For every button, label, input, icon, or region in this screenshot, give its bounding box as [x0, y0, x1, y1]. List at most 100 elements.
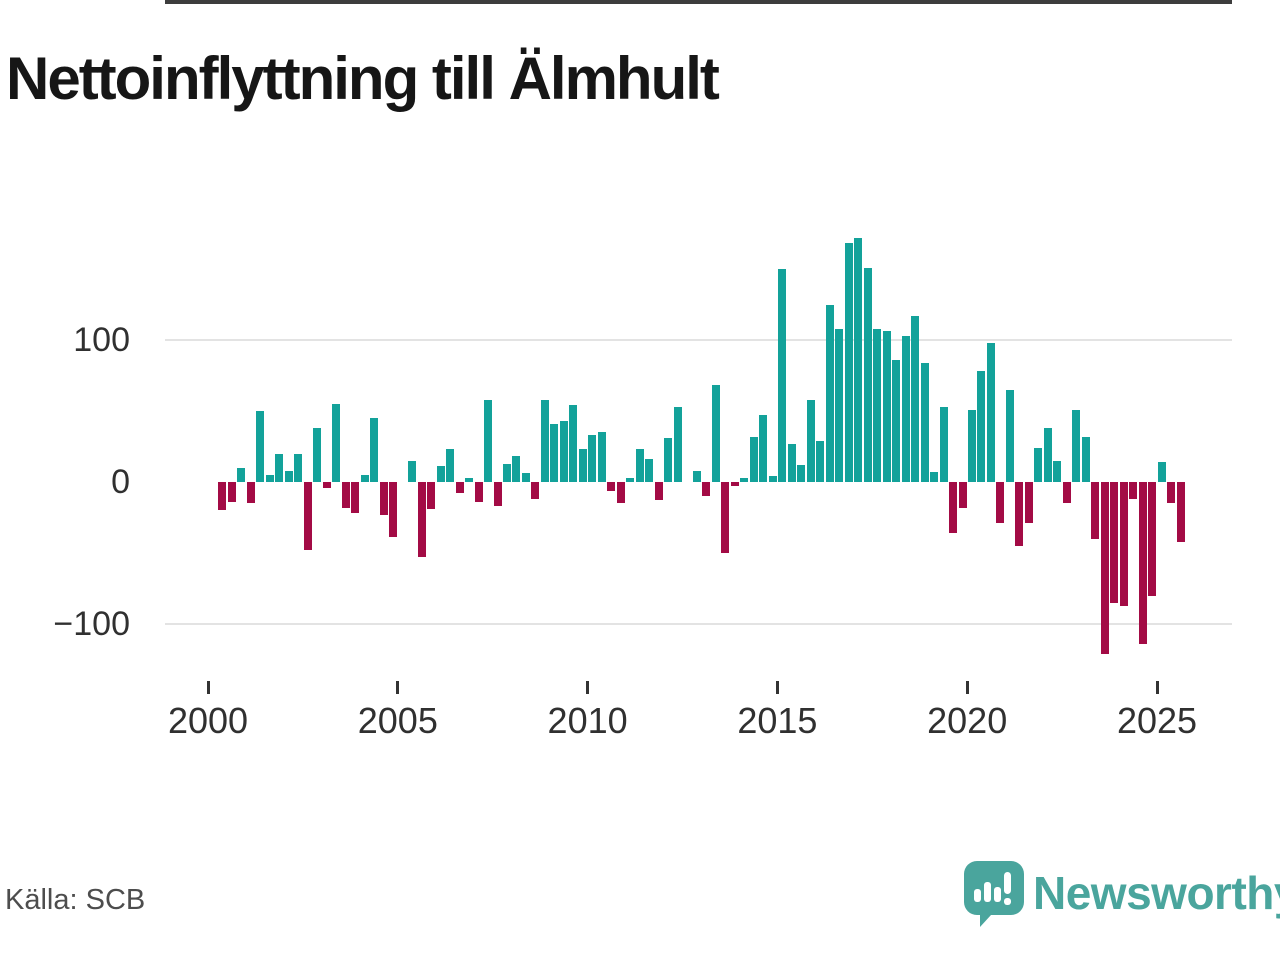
bar-2023Q2 — [1091, 482, 1100, 539]
x-tick-2020 — [965, 681, 969, 694]
bar-2003Q1 — [322, 482, 331, 488]
bar-2012Q4 — [692, 470, 701, 482]
bar-2009Q4 — [578, 449, 587, 482]
bar-2023Q3 — [1100, 482, 1109, 654]
x-tick-2010 — [586, 681, 590, 694]
bar-2018Q1 — [892, 359, 901, 482]
bar-2012Q1 — [664, 437, 673, 482]
bar-2018Q3 — [911, 315, 920, 482]
bar-2004Q2 — [370, 418, 379, 482]
bar-2017Q4 — [882, 331, 891, 482]
bar-2024Q1 — [1119, 482, 1128, 606]
bar-2008Q2 — [521, 473, 530, 482]
bar-2011Q2 — [635, 449, 644, 482]
y-axis-label--100: −100 — [53, 605, 130, 643]
bar-2002Q3 — [303, 482, 312, 551]
gridline-y-100 — [165, 623, 1232, 625]
bar-2004Q1 — [360, 474, 369, 482]
bar-2002Q1 — [284, 470, 293, 482]
bar-2001Q1 — [246, 482, 255, 504]
bar-2005Q3 — [417, 482, 426, 558]
bar-2014Q3 — [759, 415, 768, 482]
bar-2011Q4 — [654, 482, 663, 501]
y-axis-label-100: 100 — [73, 321, 130, 359]
gridline-y100 — [165, 339, 1232, 341]
bar-2005Q2 — [408, 460, 417, 482]
bar-2011Q1 — [626, 477, 635, 482]
bar-2016Q1 — [816, 440, 825, 482]
bar-2007Q3 — [493, 482, 502, 507]
newsworthy-pin-barchart-icon — [963, 860, 1025, 933]
x-axis-label-2020: 2020 — [927, 700, 1008, 741]
brand-lockup: Newsworthy — [963, 860, 1280, 933]
bar-2020Q3 — [986, 342, 995, 482]
bar-2019Q3 — [949, 482, 958, 534]
bar-2024Q3 — [1138, 482, 1147, 644]
bar-2014Q2 — [749, 436, 758, 482]
bar-2008Q3 — [531, 482, 540, 500]
bar-2012Q2 — [673, 406, 682, 482]
bar-2014Q1 — [740, 477, 749, 482]
bar-2010Q4 — [616, 482, 625, 504]
bar-2010Q3 — [607, 482, 616, 491]
bar-2003Q3 — [341, 482, 350, 508]
bar-2015Q4 — [806, 399, 815, 482]
bar-2003Q4 — [351, 482, 360, 514]
bar-2023Q1 — [1081, 436, 1090, 482]
bar-2024Q4 — [1148, 482, 1157, 596]
bar-2015Q3 — [797, 464, 806, 482]
bar-2023Q4 — [1110, 482, 1119, 603]
x-axis-label-2025: 2025 — [1116, 700, 1198, 741]
bar-2025Q2 — [1167, 482, 1176, 504]
bar-2024Q2 — [1129, 482, 1138, 500]
bar-2019Q2 — [939, 406, 948, 482]
bar-2022Q4 — [1072, 409, 1081, 482]
bar-2004Q4 — [389, 482, 398, 538]
bar-2020Q2 — [977, 371, 986, 482]
bar-2010Q1 — [588, 435, 597, 482]
bar-2015Q1 — [778, 269, 787, 482]
bar-2002Q2 — [294, 453, 303, 482]
bar-2008Q4 — [540, 399, 549, 482]
bar-2016Q3 — [835, 328, 844, 482]
x-axis-label-2010: 2010 — [547, 700, 628, 741]
bar-2022Q3 — [1062, 482, 1071, 504]
bar-2016Q4 — [844, 243, 853, 482]
bar-2000Q3 — [227, 482, 236, 502]
bar-2001Q4 — [275, 453, 284, 482]
brand-name: Newsworthy — [1033, 867, 1280, 919]
bar-2021Q1 — [1005, 389, 1014, 482]
bar-2006Q2 — [446, 449, 455, 482]
x-axis-label-2005: 2005 — [357, 700, 438, 741]
bar-2019Q1 — [930, 472, 939, 482]
bar-2022Q1 — [1043, 428, 1052, 482]
x-axis-line — [165, 0, 1232, 4]
bar-2003Q2 — [332, 403, 341, 482]
bar-2015Q2 — [787, 443, 796, 482]
bar-2021Q4 — [1034, 447, 1043, 482]
bar-2006Q4 — [465, 477, 474, 482]
bar-2011Q3 — [645, 459, 654, 482]
bar-2020Q4 — [996, 482, 1005, 524]
bar-2025Q1 — [1157, 462, 1166, 482]
x-tick-2005 — [396, 681, 400, 694]
bar-2007Q1 — [474, 482, 483, 502]
bar-2014Q4 — [768, 476, 777, 482]
bar-2021Q3 — [1024, 482, 1033, 524]
bar-2019Q4 — [958, 482, 967, 508]
chart-title: Nettoinflyttning till Älmhult — [6, 45, 720, 112]
bar-2018Q2 — [901, 335, 910, 482]
bar-2009Q3 — [569, 405, 578, 482]
bar-2008Q1 — [512, 456, 521, 482]
bar-2018Q4 — [920, 362, 929, 482]
bar-2017Q2 — [863, 267, 872, 482]
bar-2010Q2 — [597, 432, 606, 482]
y-axis-label-0: 0 — [111, 463, 130, 501]
bar-2017Q3 — [873, 328, 882, 482]
bar-2004Q3 — [379, 482, 388, 515]
x-tick-2015 — [775, 681, 779, 694]
bar-2013Q4 — [730, 482, 739, 487]
x-axis-label-2015: 2015 — [737, 700, 818, 741]
bar-2006Q3 — [455, 482, 464, 494]
